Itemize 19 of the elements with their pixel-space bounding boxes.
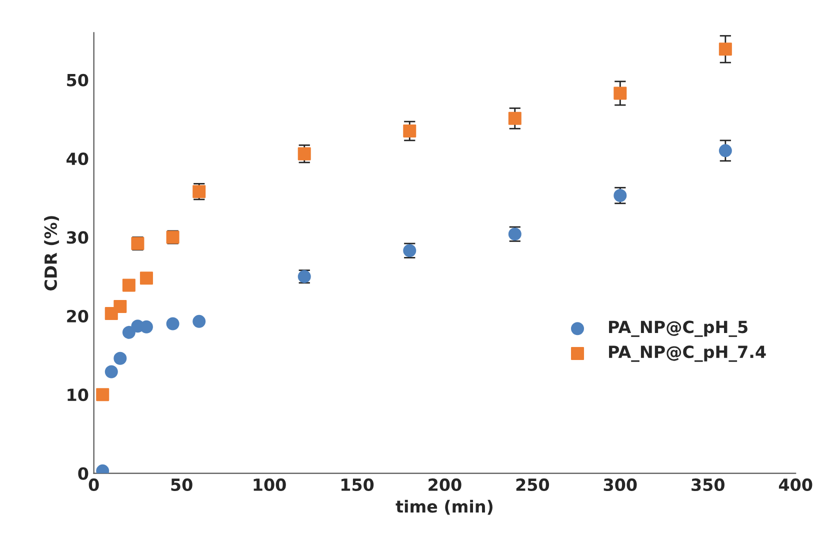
x-tick-label: 50 [171, 478, 192, 492]
x-tick-label: 350 [692, 478, 724, 492]
x-tick-label: 400 [778, 478, 812, 492]
y-tick-label: 40 [66, 152, 88, 166]
legend-label: PA_NP@C_pH_5 [609, 320, 748, 337]
x-tick-label: 300 [604, 478, 637, 492]
y-tick-label: 30 [66, 231, 88, 244]
x-tick-label: 250 [516, 478, 550, 492]
x-tick-label: 150 [341, 478, 374, 492]
x-tick-label: 100 [254, 478, 286, 492]
x-tick-label: 200 [428, 478, 462, 492]
x-axis-title: time (min) [396, 500, 492, 515]
y-axis-title: CDR (%) [44, 216, 59, 290]
y-tick-label: 10 [68, 388, 88, 402]
y-tick-label: 20 [67, 310, 88, 322]
legend-label: PA_NP@C_pH_7.4 [609, 346, 766, 362]
y-tick-label: 0 [78, 467, 88, 480]
y-tick-label: 50 [67, 74, 88, 86]
x-tick-label: 0 [88, 478, 99, 492]
